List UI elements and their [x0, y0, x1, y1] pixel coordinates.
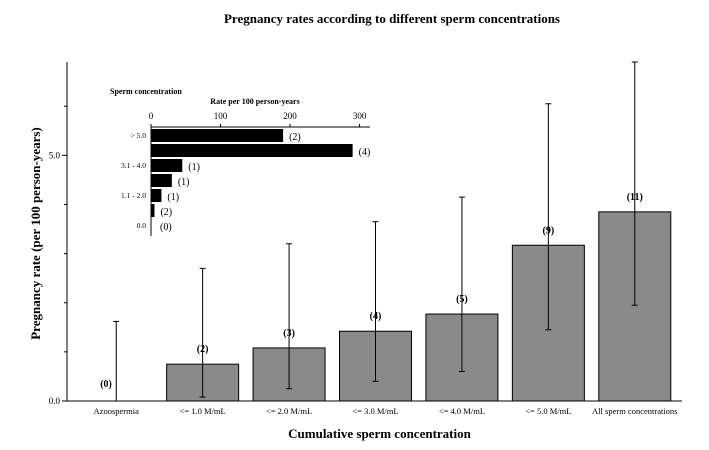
x-category-label: <= 3.0 M/mL — [352, 406, 398, 416]
bar-count-label: (4) — [370, 311, 382, 322]
bar-count-label: (2) — [197, 344, 209, 355]
inset-bar — [151, 129, 284, 142]
x-category-label: <= 5.0 M/mL — [525, 406, 571, 416]
inset-count-label: (1) — [188, 162, 200, 173]
y-tick-label: 5.0 — [49, 150, 61, 160]
inset-x-label: Rate per 100 person-years — [210, 97, 299, 106]
inset-x-tick-label: 300 — [353, 111, 367, 121]
inset-category-label: 3.1 - 4.0 — [121, 161, 146, 170]
inset-count-label: (2) — [160, 207, 172, 218]
x-axis-label: Cumulative sperm concentration — [288, 426, 471, 441]
inset-bar — [151, 204, 155, 217]
x-category-label: <= 1.0 M/mL — [180, 406, 226, 416]
x-category-label: Azoospermia — [94, 406, 140, 416]
inset-count-label: (2) — [289, 132, 301, 143]
inset-bar — [151, 144, 353, 157]
x-category-label: All sperm concentrations — [592, 406, 677, 416]
inset-count-label: (1) — [178, 177, 190, 188]
y-tick-label: 0.0 — [49, 396, 61, 406]
bar-count-label: (5) — [456, 294, 468, 305]
inset-count-label: (0) — [160, 222, 172, 233]
inset-x-tick-label: 0 — [149, 111, 154, 121]
inset-bar — [151, 159, 183, 172]
inset-x-tick-label: 200 — [283, 111, 297, 121]
bar-count-label: (3) — [283, 328, 295, 339]
inset-category-label: > 5.0 — [131, 131, 147, 140]
inset-bar — [151, 189, 162, 202]
inset-category-label: 1.1 - 2.0 — [121, 191, 146, 200]
bar-count-label: (9) — [543, 225, 555, 236]
inset-category-label: 0.0 — [137, 221, 147, 230]
chart-title: Pregnancy rates according to different s… — [224, 11, 560, 26]
inset-count-label: (1) — [167, 192, 179, 203]
bar-count-label: (11) — [627, 192, 643, 203]
x-category-label: <= 4.0 M/mL — [439, 406, 485, 416]
inset-y-label: Sperm concentration — [110, 87, 182, 96]
bar-count-label: (0) — [100, 379, 112, 390]
y-axis-label: Pregnancy rate (per 100 person-years) — [28, 127, 43, 340]
x-category-label: <= 2.0 M/mL — [266, 406, 312, 416]
inset-x-tick-label: 100 — [214, 111, 228, 121]
inset-bar — [151, 174, 172, 187]
inset-count-label: (4) — [359, 147, 371, 158]
